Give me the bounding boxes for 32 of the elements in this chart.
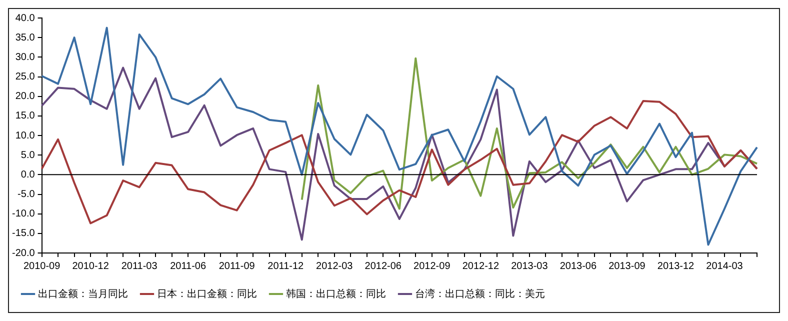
x-tick-label: 2010-12 [72, 260, 110, 272]
y-tick-label: 5.0 [20, 150, 36, 161]
y-tick-label: 15.0 [15, 110, 36, 122]
y-tick-label: 25.0 [15, 72, 36, 82]
x-tick-label: 2010-09 [23, 260, 61, 272]
legend-label: 出口金额：当月同比 [38, 288, 128, 300]
x-tick-label: 2012-06 [364, 260, 402, 272]
x-tick-label: 2011-03 [121, 260, 158, 272]
x-tick-label: 2011-12 [268, 260, 304, 272]
y-tick-label: -5.0 [18, 189, 36, 200]
y-tick-label: 20.0 [15, 91, 36, 102]
y-tick-label: 30.0 [15, 52, 36, 63]
legend-label: 日本：出口金额：同比 [157, 288, 257, 300]
y-tick-label: -20.0 [12, 248, 36, 259]
y-tick-label: 40.0 [15, 12, 36, 24]
x-tick-label: 2013-06 [560, 260, 597, 272]
x-tick-label: 2012-12 [462, 260, 500, 272]
x-tick-label: 2011-06 [170, 260, 206, 272]
legend-label: 台湾：出口总额：同比：美元 [415, 288, 545, 300]
y-tick-label: 0.0 [20, 169, 36, 180]
x-tick-label: 2013-09 [608, 260, 646, 272]
x-tick-label: 2012-09 [414, 260, 451, 272]
y-tick-label: 35.0 [15, 32, 36, 44]
x-tick-label: 2014-03 [706, 260, 744, 272]
x-tick-label: 2011-09 [218, 260, 256, 272]
x-tick-label: 2013-03 [511, 260, 548, 272]
legend-label: 韩国：出口总额：同比 [286, 288, 386, 300]
y-tick-label: 10.0 [15, 130, 36, 142]
x-tick-label: 2012-03 [316, 260, 354, 272]
y-tick-label: -15.0 [12, 228, 36, 240]
x-tick-label: 2013-12 [657, 260, 695, 272]
y-tick-label: -10.0 [12, 208, 36, 220]
